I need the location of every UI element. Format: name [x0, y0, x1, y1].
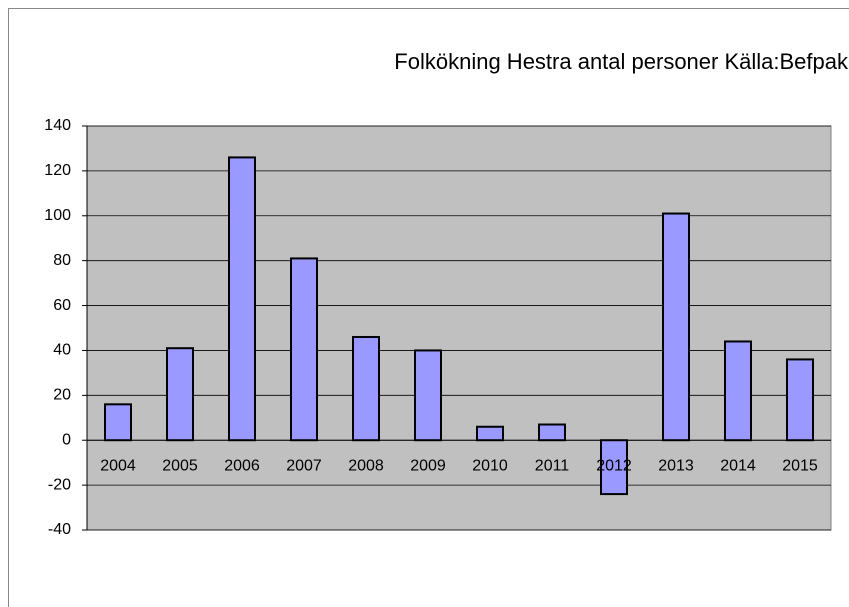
bar — [724, 340, 752, 442]
x-tick-label: 2014 — [720, 457, 756, 474]
x-tick-label: 2015 — [782, 457, 818, 474]
y-tick-label: -40 — [48, 521, 71, 538]
y-tick-label: 100 — [44, 207, 71, 224]
y-tick-label: 40 — [53, 342, 71, 359]
y-tick-label: 140 — [44, 117, 71, 134]
bar — [786, 358, 814, 442]
bar — [538, 423, 566, 442]
bar — [662, 212, 690, 442]
y-tick-label: -20 — [48, 476, 71, 493]
plot-area — [86, 125, 832, 531]
bar — [352, 335, 380, 442]
y-tick-label: 20 — [53, 387, 71, 404]
y-tick-label: 0 — [62, 431, 71, 448]
bar — [476, 425, 504, 442]
x-tick-label: 2006 — [224, 457, 260, 474]
x-tick-label: 2010 — [472, 457, 508, 474]
x-tick-label: 2008 — [348, 457, 384, 474]
bar — [290, 257, 318, 442]
bar — [414, 349, 442, 442]
y-tick-label: 80 — [53, 252, 71, 269]
bar — [228, 156, 256, 442]
x-tick-label: 2005 — [162, 457, 198, 474]
y-tick-label: 120 — [44, 162, 71, 179]
x-tick-label: 2012 — [596, 457, 632, 474]
x-tick-label: 2007 — [286, 457, 322, 474]
x-tick-label: 2011 — [535, 457, 570, 474]
x-tick-label: 2009 — [410, 457, 446, 474]
y-tick-label: 60 — [53, 297, 71, 314]
bar — [600, 439, 628, 496]
x-tick-label: 2013 — [658, 457, 694, 474]
bar — [104, 403, 132, 442]
chart-title: Folkökning Hestra antal personer Källa:B… — [394, 49, 849, 74]
bar — [166, 347, 194, 442]
x-tick-label: 2004 — [100, 457, 136, 474]
